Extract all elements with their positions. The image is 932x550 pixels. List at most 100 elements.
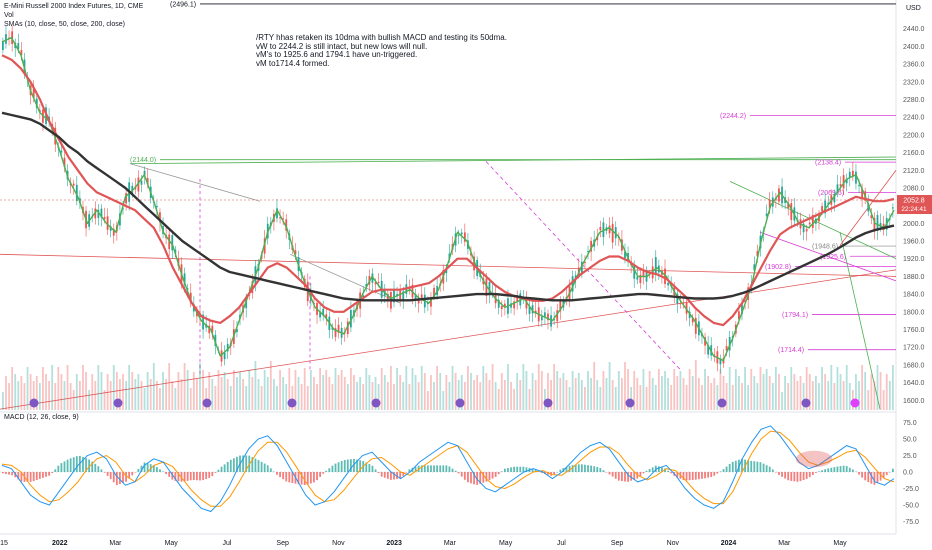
macd-histogram-bar xyxy=(864,472,867,481)
volume-bar xyxy=(51,365,54,410)
last-price-badge xyxy=(897,195,932,215)
volume-bar xyxy=(639,385,642,410)
macd-histogram-bar xyxy=(553,472,556,475)
volume-bar xyxy=(38,383,41,410)
macd-histogram-bar xyxy=(851,469,854,472)
macd-histogram-bar xyxy=(405,472,408,473)
volume-bar xyxy=(667,378,669,410)
macd-histogram-bar xyxy=(500,471,503,472)
macd-histogram-bar xyxy=(8,472,10,475)
macd-histogram-bar xyxy=(799,472,802,482)
macd-histogram-bar xyxy=(340,461,343,472)
macd-histogram-bar xyxy=(192,472,195,481)
macd-histogram-bar xyxy=(45,472,47,477)
candle-body xyxy=(460,232,463,235)
candle-body xyxy=(688,311,691,319)
price-tick-label: 2080.0 xyxy=(903,185,925,192)
candle-body xyxy=(103,217,106,220)
macd-histogram-bar xyxy=(602,470,605,472)
volume-bar xyxy=(731,385,734,410)
volume-bar xyxy=(245,386,248,410)
volume-bar xyxy=(75,374,78,410)
candle-body xyxy=(827,202,830,205)
macd-histogram-bar xyxy=(531,468,534,472)
macd-histogram-bar xyxy=(137,468,140,472)
candle-body xyxy=(833,194,836,203)
candle-body xyxy=(513,301,516,309)
volume-bar xyxy=(269,361,272,410)
volume-bar xyxy=(553,364,556,410)
volume-bar xyxy=(870,374,873,410)
price-level-label: (1714.4) xyxy=(778,347,804,354)
macd-histogram-bar xyxy=(189,472,192,481)
macd-histogram-bar xyxy=(288,472,291,483)
macd-histogram-bar xyxy=(460,472,463,477)
volume-bar xyxy=(125,381,127,410)
macd-histogram-bar xyxy=(657,466,660,472)
price-tick-label: 2440.0 xyxy=(903,26,925,33)
volume-bar xyxy=(5,376,7,410)
price-tick-label: 2400.0 xyxy=(903,44,925,51)
volume-bar xyxy=(119,379,121,410)
macd-histogram-bar xyxy=(830,467,833,472)
macd-histogram-bar xyxy=(199,472,201,481)
macd-histogram-bar xyxy=(479,472,482,484)
volume-bar xyxy=(753,376,756,410)
candle-body xyxy=(146,177,149,185)
volume-bar xyxy=(811,381,814,410)
volume-bar xyxy=(624,362,626,410)
macd-histogram-bar xyxy=(485,472,488,482)
macd-histogram-bar xyxy=(343,459,346,472)
countdown-label: 22:24:41 xyxy=(901,206,927,213)
macd-histogram-bar xyxy=(503,468,506,472)
macd-histogram-bar xyxy=(276,472,278,475)
macd-histogram-bar xyxy=(888,471,891,473)
volume-bar xyxy=(534,380,537,410)
volume-bar xyxy=(614,387,617,410)
macd-histogram-bar xyxy=(540,472,543,473)
macd-histogram-bar xyxy=(177,472,180,482)
candle-body xyxy=(294,250,297,255)
macd-tick-label: -25.0 xyxy=(903,486,919,493)
volume-bar xyxy=(26,367,29,410)
volume-bar xyxy=(202,370,204,410)
macd-histogram-bar xyxy=(608,472,611,475)
macd-histogram-bar xyxy=(768,466,771,472)
macd-histogram-bar xyxy=(654,465,657,472)
macd-histogram-bar xyxy=(377,472,380,474)
volume-bar xyxy=(682,378,685,410)
macd-histogram-bar xyxy=(60,463,63,472)
volume-bar xyxy=(78,381,81,410)
price-level-label: (1794.1) xyxy=(782,312,808,319)
volume-bar xyxy=(710,383,713,410)
volume-bar xyxy=(738,376,740,410)
volume-bar xyxy=(266,377,269,410)
macd-histogram-bar xyxy=(402,472,405,476)
macd-histogram-bar xyxy=(824,469,827,472)
candle-body xyxy=(624,251,626,259)
candle-body xyxy=(282,218,285,220)
volume-bar xyxy=(408,384,411,410)
volume-bar xyxy=(430,375,432,410)
volume-bar xyxy=(611,380,614,410)
volume-bar xyxy=(593,362,596,410)
candle-body xyxy=(155,205,158,207)
volume-bar xyxy=(374,377,377,410)
volume-bar xyxy=(799,376,802,410)
chart-annotation: /RTY hhas retaken its 10dma with bullish… xyxy=(256,33,507,68)
candle-body xyxy=(574,275,577,280)
candle-body xyxy=(473,256,475,271)
volume-bar xyxy=(704,369,706,410)
macd-tick-label: 25.0 xyxy=(903,453,917,460)
event-marker xyxy=(113,398,123,408)
price-tick-label: 2360.0 xyxy=(903,62,925,69)
candle-body xyxy=(393,289,395,303)
volume-bar xyxy=(648,371,651,410)
volume-bar xyxy=(217,370,220,410)
annotation-line: vM to1714.4 formed. xyxy=(256,58,330,68)
macd-histogram-bar xyxy=(359,460,362,472)
candle-body xyxy=(362,295,365,298)
volume-bar xyxy=(426,391,429,410)
candle-body xyxy=(414,294,417,300)
